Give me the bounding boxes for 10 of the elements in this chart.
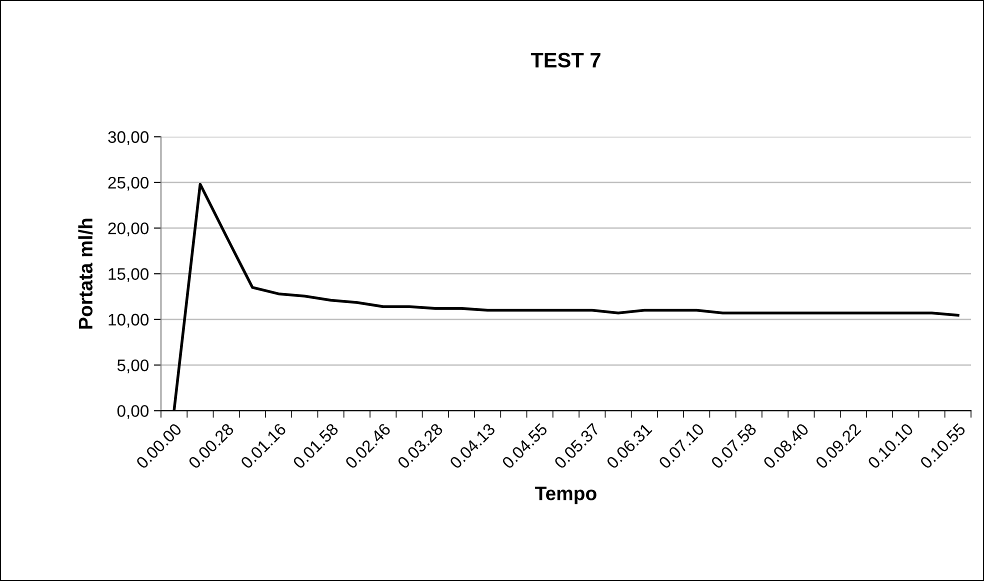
chart-title: TEST 7: [530, 52, 600, 68]
y-axis-title: Portata ml/h: [78, 218, 93, 329]
y-tick-label: 30,00: [108, 131, 149, 145]
y-tick-label: 15,00: [108, 268, 149, 282]
y-tick-label: 0,00: [117, 405, 149, 419]
y-tick-label: 25,00: [108, 176, 149, 191]
x-axis-title: Tempo: [535, 486, 596, 504]
y-tick-label: 10,00: [108, 314, 149, 328]
y-tick-label: 20,00: [108, 222, 149, 236]
y-tick-label: 5,00: [117, 359, 149, 374]
